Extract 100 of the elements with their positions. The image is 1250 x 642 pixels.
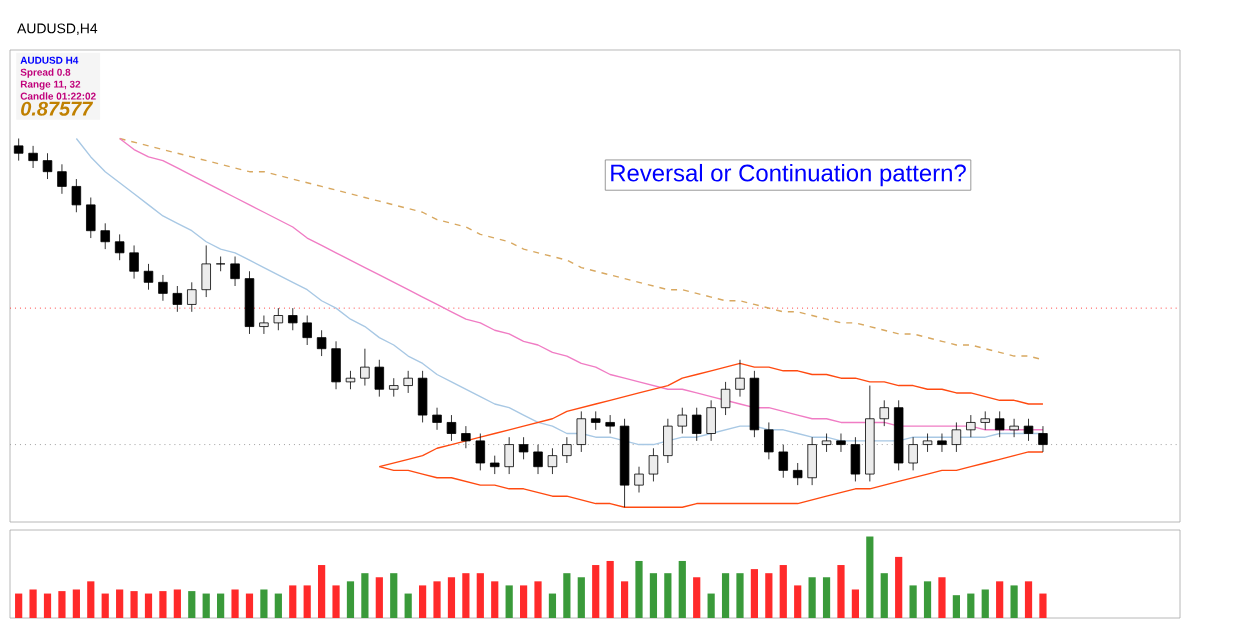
- bar: [880, 573, 888, 618]
- candlestick: [215, 256, 226, 272]
- candlestick: [634, 466, 644, 493]
- candlestick: [922, 433, 933, 453]
- bar: [29, 589, 37, 618]
- candlestick: [966, 414, 976, 438]
- candlestick: [490, 455, 500, 475]
- bar: [332, 585, 340, 618]
- bar: [433, 581, 441, 618]
- bar: [173, 589, 181, 618]
- bar: [1010, 585, 1018, 618]
- candlestick: [230, 256, 240, 287]
- candlestick: [432, 407, 442, 431]
- candlestick: [57, 163, 67, 195]
- bar: [447, 577, 456, 618]
- bar: [72, 589, 80, 618]
- bar: [505, 585, 513, 618]
- bar: [909, 585, 917, 618]
- bar: [303, 585, 311, 618]
- candlestick: [302, 315, 312, 346]
- bar: [693, 577, 701, 618]
- bar: [721, 573, 730, 618]
- bar: [491, 581, 499, 618]
- candlestick: [994, 410, 1005, 438]
- bar: [851, 589, 860, 618]
- bar: [635, 560, 643, 618]
- bar: [895, 556, 903, 618]
- bar: [981, 589, 989, 618]
- bar: [1024, 581, 1033, 618]
- bar: [101, 593, 109, 618]
- bar: [548, 593, 557, 618]
- bar: [116, 589, 124, 618]
- bar: [419, 585, 427, 618]
- candlestick: [807, 436, 817, 486]
- candlestick: [374, 359, 385, 398]
- candlestick: [691, 407, 702, 442]
- bar: [1039, 593, 1047, 618]
- bar: [159, 591, 167, 618]
- bar: [231, 589, 239, 618]
- candlestick: [172, 285, 183, 313]
- bar: [808, 577, 816, 618]
- bar: [649, 573, 658, 618]
- candlestick: [331, 340, 341, 390]
- candlestick: [778, 444, 788, 479]
- bar: [462, 573, 470, 618]
- candlestick: [836, 433, 846, 453]
- candlestick: [461, 425, 471, 449]
- candlestick: [259, 315, 269, 335]
- bar: [736, 573, 744, 618]
- candlestick: [605, 414, 615, 434]
- bar: [534, 581, 542, 618]
- bar: [750, 569, 759, 618]
- candlestick: [273, 307, 284, 331]
- bar: [664, 573, 672, 618]
- bar: [390, 573, 398, 618]
- bar: [318, 565, 326, 618]
- bar: [707, 593, 715, 618]
- candlestick: [792, 462, 803, 486]
- candlestick: [288, 307, 298, 331]
- bar: [260, 589, 268, 618]
- candlestick: [648, 447, 659, 482]
- bar: [938, 577, 946, 618]
- candlestick: [42, 152, 53, 180]
- candlestick: [937, 433, 947, 453]
- bar: [43, 593, 52, 618]
- candlestick: [576, 410, 587, 453]
- candlestick: [518, 436, 529, 460]
- bar: [87, 581, 95, 618]
- bar: [15, 593, 23, 618]
- bar: [476, 573, 484, 618]
- annotation: Reversal or Continuation pattern?: [611, 163, 966, 187]
- candlestick: [533, 444, 543, 475]
- bar: [188, 591, 196, 618]
- candlestick: [86, 197, 96, 239]
- bar: [765, 573, 773, 618]
- candlestick: [143, 263, 154, 291]
- candlestick: [13, 138, 24, 162]
- candlestick: [71, 178, 82, 213]
- bar: [519, 585, 528, 618]
- text: 0.87577: [21, 101, 94, 116]
- bar: [592, 565, 600, 618]
- candlestick: [547, 447, 558, 475]
- candlestick: [403, 370, 413, 394]
- candlestick: [951, 422, 962, 453]
- bar: [58, 591, 66, 618]
- bar: [577, 577, 585, 618]
- bar: [866, 536, 874, 618]
- candlestick: [764, 422, 774, 460]
- candlestick: [720, 381, 731, 416]
- bar: [144, 593, 153, 618]
- candlestick: [316, 329, 327, 357]
- candlestick: [1038, 425, 1048, 453]
- candlestick: [360, 348, 370, 386]
- bar: [837, 565, 845, 618]
- candlestick: [706, 399, 716, 442]
- bar: [794, 585, 802, 618]
- bar: [678, 560, 686, 618]
- bar: [217, 593, 225, 618]
- candlestick: [475, 433, 486, 471]
- bar: [202, 593, 210, 618]
